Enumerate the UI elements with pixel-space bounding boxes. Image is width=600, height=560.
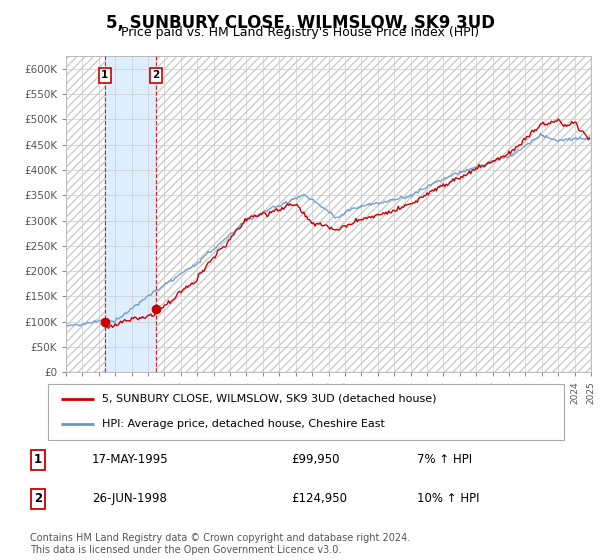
Text: 1: 1 — [101, 70, 109, 80]
Text: Price paid vs. HM Land Registry's House Price Index (HPI): Price paid vs. HM Land Registry's House … — [121, 26, 479, 39]
Text: Contains HM Land Registry data © Crown copyright and database right 2024.
This d: Contains HM Land Registry data © Crown c… — [30, 533, 410, 555]
Text: 17-MAY-1995: 17-MAY-1995 — [92, 453, 169, 466]
Text: 10% ↑ HPI: 10% ↑ HPI — [417, 492, 479, 505]
Text: 2: 2 — [34, 492, 42, 505]
Text: 1: 1 — [34, 453, 42, 466]
Bar — [105, 56, 156, 372]
Bar — [156, 56, 591, 372]
Text: £124,950: £124,950 — [292, 492, 347, 505]
Text: £99,950: £99,950 — [292, 453, 340, 466]
Bar — [66, 56, 105, 372]
Text: HPI: Average price, detached house, Cheshire East: HPI: Average price, detached house, Ches… — [102, 419, 385, 430]
Text: 5, SUNBURY CLOSE, WILMSLOW, SK9 3UD: 5, SUNBURY CLOSE, WILMSLOW, SK9 3UD — [106, 14, 494, 32]
Bar — [66, 56, 105, 372]
Text: 2: 2 — [152, 70, 160, 80]
Text: 7% ↑ HPI: 7% ↑ HPI — [417, 453, 472, 466]
Text: 26-JUN-1998: 26-JUN-1998 — [92, 492, 167, 505]
Text: 5, SUNBURY CLOSE, WILMSLOW, SK9 3UD (detached house): 5, SUNBURY CLOSE, WILMSLOW, SK9 3UD (det… — [102, 394, 437, 404]
Bar — [156, 56, 591, 372]
